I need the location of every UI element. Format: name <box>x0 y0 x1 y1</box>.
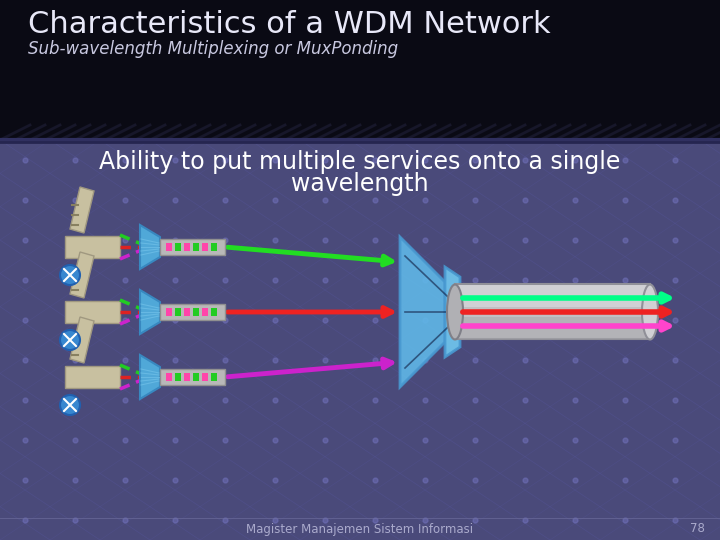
Polygon shape <box>70 317 94 363</box>
Bar <box>65 301 120 323</box>
Ellipse shape <box>642 285 658 340</box>
Polygon shape <box>140 225 160 269</box>
Polygon shape <box>140 355 160 399</box>
Bar <box>166 373 172 381</box>
Bar <box>160 304 225 320</box>
Text: Sub-wavelength Multiplexing or MuxPonding: Sub-wavelength Multiplexing or MuxPondin… <box>28 40 398 58</box>
Bar <box>184 243 190 251</box>
Bar <box>175 308 181 316</box>
Bar <box>211 308 217 316</box>
Bar <box>160 369 225 385</box>
Bar <box>193 243 199 251</box>
Bar <box>175 243 181 251</box>
Bar <box>184 373 190 381</box>
Text: Characteristics of a WDM Network: Characteristics of a WDM Network <box>28 10 551 39</box>
Polygon shape <box>70 252 94 298</box>
Circle shape <box>60 330 80 350</box>
Bar <box>455 317 650 339</box>
Bar <box>211 373 217 381</box>
Bar <box>184 308 190 316</box>
Bar <box>202 308 208 316</box>
Bar <box>166 308 172 316</box>
Text: Magister Manajemen Sistem Informasi: Magister Manajemen Sistem Informasi <box>246 523 474 536</box>
Bar <box>65 236 120 258</box>
Bar <box>455 285 650 307</box>
Bar <box>193 373 199 381</box>
Bar <box>202 373 208 381</box>
Polygon shape <box>400 237 445 387</box>
Circle shape <box>60 395 80 415</box>
Bar <box>166 243 172 251</box>
Circle shape <box>60 265 80 285</box>
Bar <box>175 373 181 381</box>
Polygon shape <box>445 267 460 357</box>
Bar <box>160 239 225 255</box>
Text: 78: 78 <box>690 523 705 536</box>
Bar <box>211 243 217 251</box>
Bar <box>65 366 120 388</box>
Bar <box>193 308 199 316</box>
Bar <box>202 243 208 251</box>
Polygon shape <box>70 187 94 233</box>
Polygon shape <box>140 290 160 334</box>
Bar <box>455 284 650 339</box>
Text: wavelength: wavelength <box>291 172 429 196</box>
Bar <box>0 0 720 140</box>
Text: Ability to put multiple services onto a single: Ability to put multiple services onto a … <box>99 150 621 174</box>
Ellipse shape <box>447 285 463 340</box>
